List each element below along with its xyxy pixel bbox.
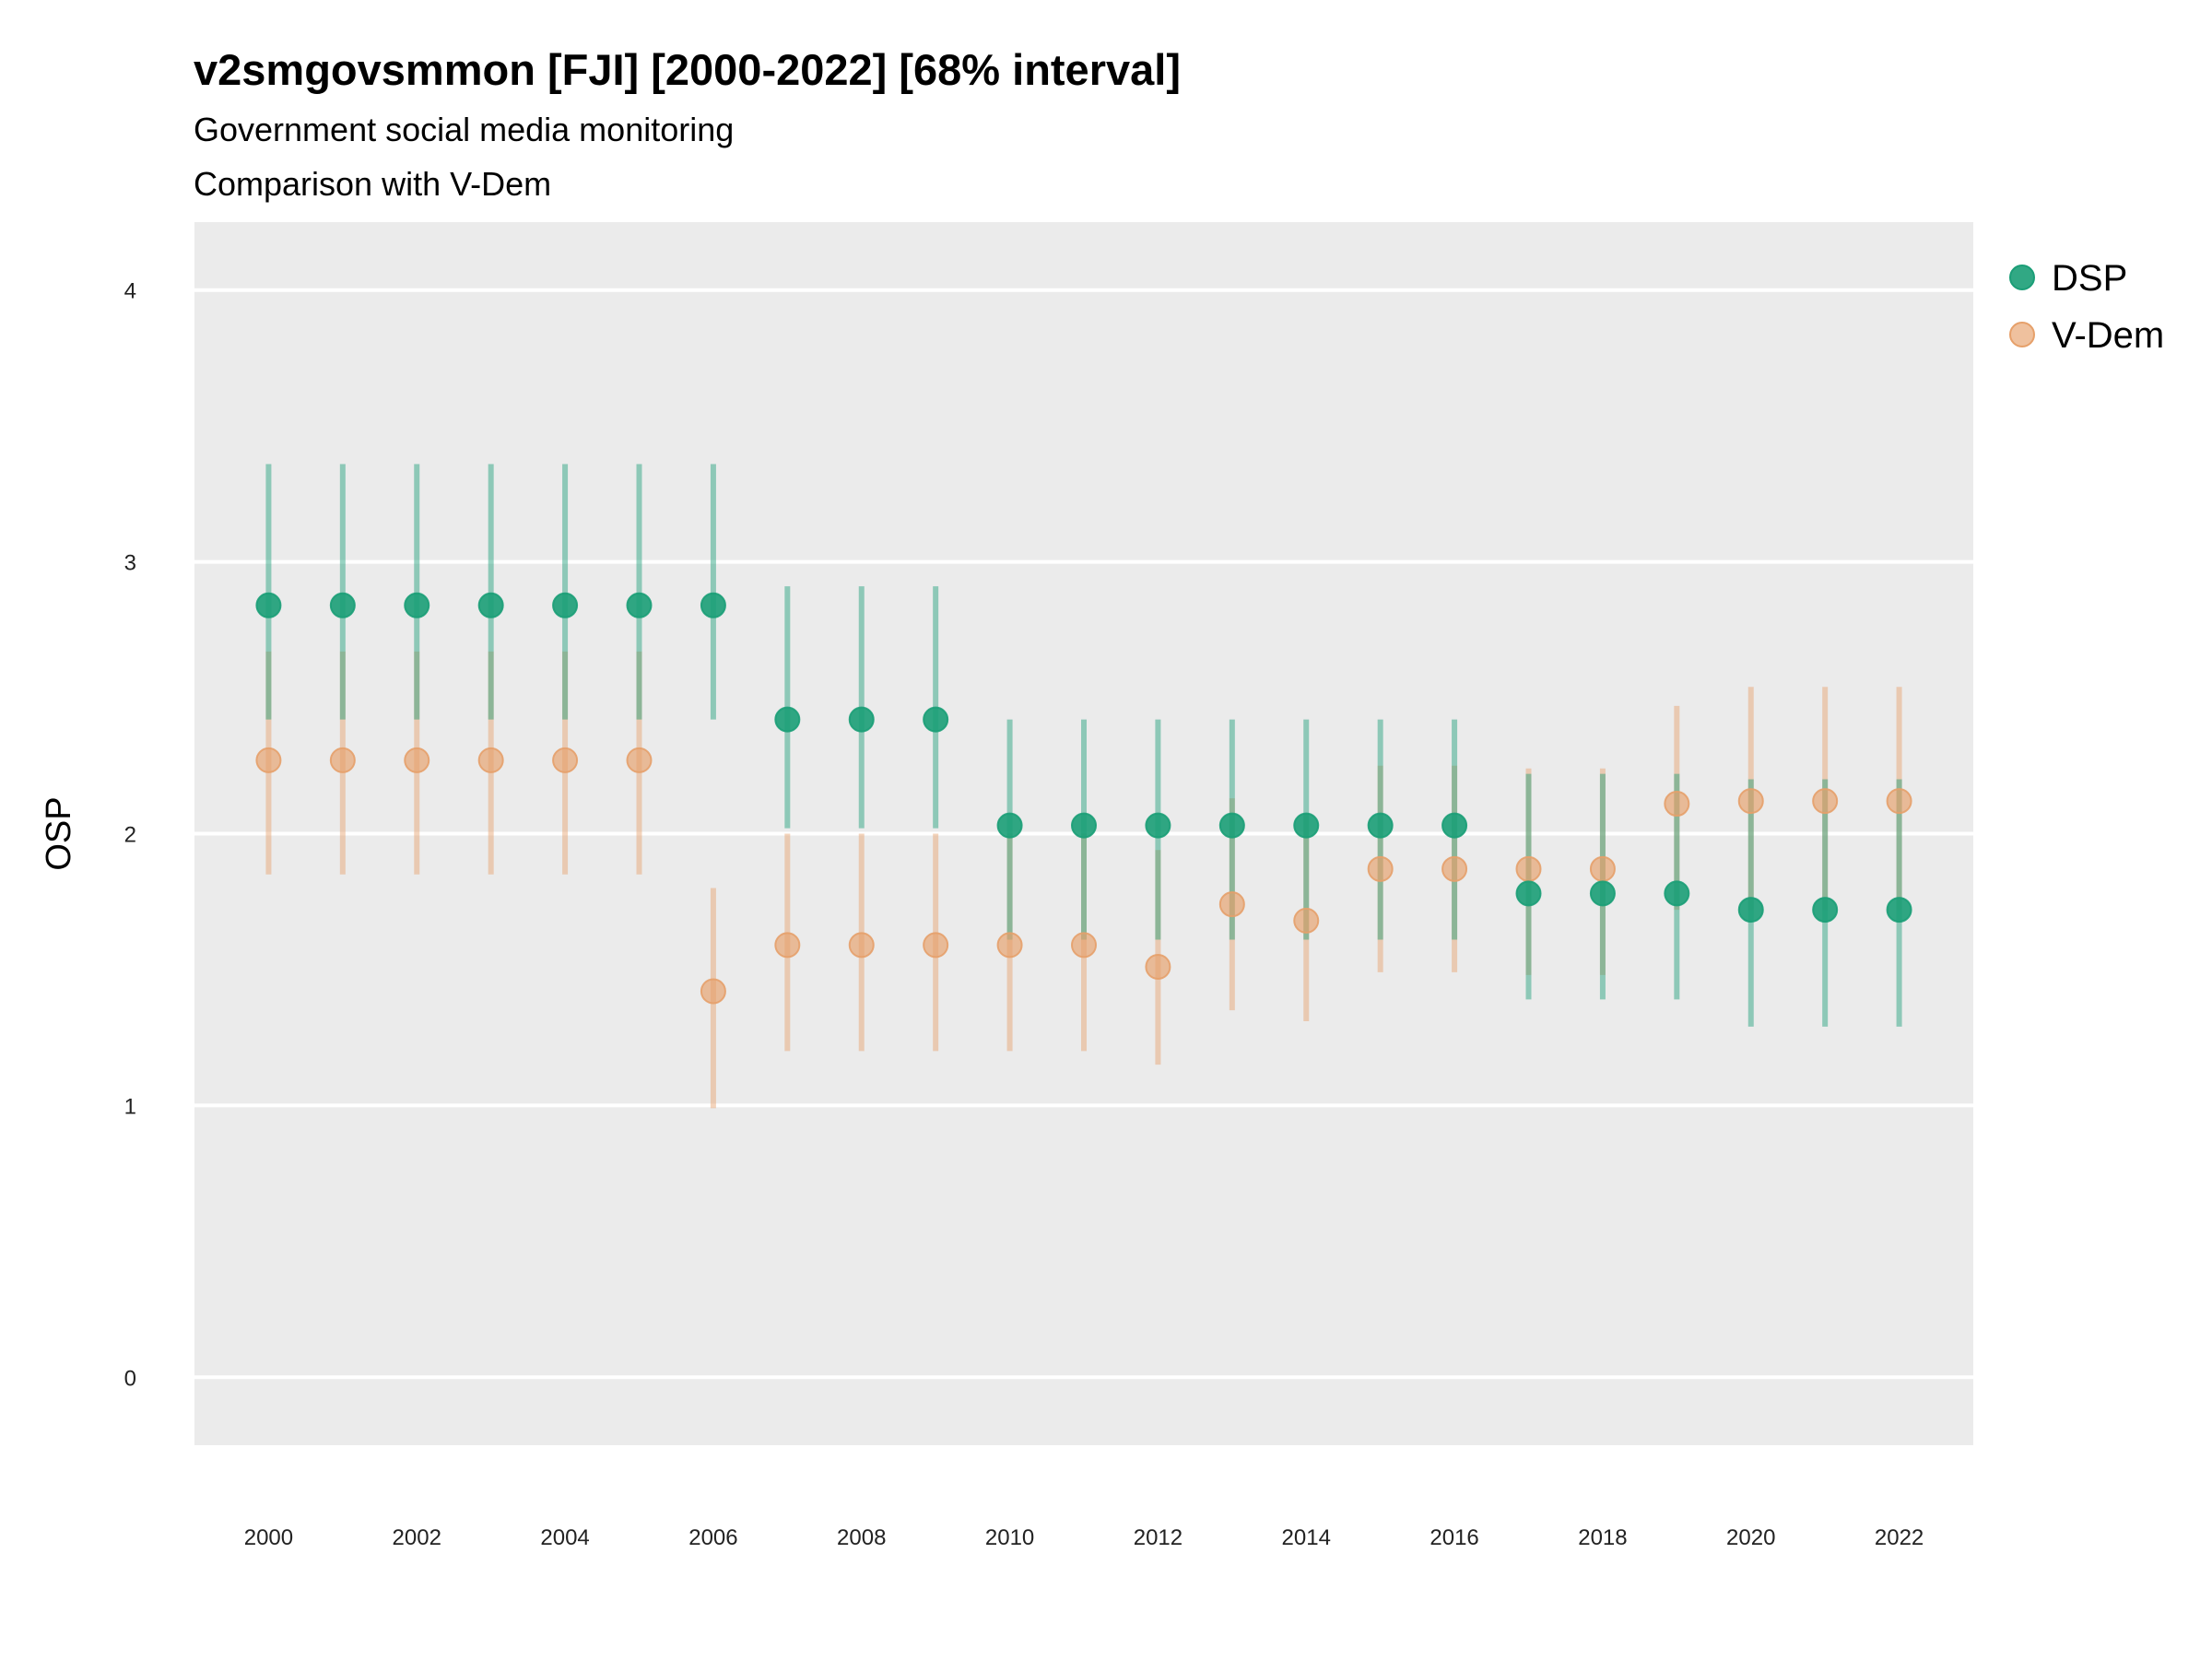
y-tick-label: 1	[124, 1094, 136, 1119]
chart-title: v2smgovsmmon [FJI] [2000-2022] [68% inte…	[194, 45, 1181, 94]
y-tick-label: 4	[124, 279, 136, 304]
point-v-dem	[1441, 855, 1468, 882]
point-v-dem	[1812, 788, 1839, 815]
y-axis-label: OSP	[40, 796, 78, 870]
point-dsp	[1737, 897, 1764, 924]
point-dsp	[1664, 880, 1690, 907]
x-tick-label: 2012	[1134, 1525, 1182, 1550]
point-v-dem	[329, 747, 356, 773]
point-v-dem	[1367, 855, 1394, 882]
chart-subtitle-2: Comparison with V-Dem	[194, 165, 551, 203]
point-v-dem	[996, 932, 1023, 959]
point-dsp	[774, 706, 801, 733]
x-tick-label: 2002	[393, 1525, 441, 1550]
point-dsp	[1441, 812, 1468, 839]
legend-label: V-Dem	[2052, 315, 2164, 356]
point-v-dem	[1515, 855, 1542, 882]
legend-key	[2009, 265, 2035, 290]
point-v-dem	[552, 747, 579, 773]
y-tick-label: 2	[124, 823, 136, 848]
point-v-dem	[1145, 953, 1171, 980]
point-dsp	[996, 812, 1023, 839]
x-tick-label: 2014	[1282, 1525, 1331, 1550]
point-dsp	[626, 592, 653, 618]
point-v-dem	[848, 932, 875, 959]
point-v-dem	[1293, 907, 1320, 934]
point-dsp	[1071, 812, 1097, 839]
legend-label: DSP	[2052, 258, 2127, 299]
y-tick-label: 0	[124, 1366, 136, 1391]
point-dsp	[477, 592, 504, 618]
x-tick-label: 2020	[1726, 1525, 1775, 1550]
point-dsp	[552, 592, 579, 618]
point-dsp	[1293, 812, 1320, 839]
point-dsp	[255, 592, 282, 618]
chart-subtitle: Government social media monitoring	[194, 111, 734, 148]
data-points	[255, 592, 1912, 1005]
x-tick-label: 2016	[1430, 1525, 1478, 1550]
point-dsp	[1367, 812, 1394, 839]
point-v-dem	[1589, 855, 1616, 882]
point-v-dem	[923, 932, 949, 959]
point-dsp	[1218, 812, 1245, 839]
point-dsp	[1515, 880, 1542, 907]
point-v-dem	[1737, 788, 1764, 815]
point-v-dem	[700, 978, 726, 1005]
y-axis-ticks: 0 1 2 3 4	[124, 279, 136, 1392]
x-tick-label: 2010	[985, 1525, 1034, 1550]
point-v-dem	[1218, 891, 1245, 918]
point-dsp	[1145, 812, 1171, 839]
y-tick-label: 3	[124, 551, 136, 576]
point-dsp	[1589, 880, 1616, 907]
point-v-dem	[1071, 932, 1097, 959]
legend: DSP V-Dem	[2009, 258, 2164, 356]
legend-key	[2009, 322, 2035, 347]
point-v-dem	[626, 747, 653, 773]
point-v-dem	[255, 747, 282, 773]
point-v-dem	[477, 747, 504, 773]
point-v-dem	[404, 747, 430, 773]
point-v-dem	[1664, 791, 1690, 818]
point-v-dem	[774, 932, 801, 959]
point-dsp	[329, 592, 356, 618]
x-axis-ticks: 2000 2002 2004 2006 2008 2010 2012 2014 2016 2018…	[244, 1525, 1924, 1550]
point-dsp	[923, 706, 949, 733]
point-dsp	[700, 592, 726, 618]
x-tick-label: 2008	[837, 1525, 886, 1550]
point-dsp	[1812, 897, 1839, 924]
x-tick-label: 2018	[1578, 1525, 1627, 1550]
point-dsp	[848, 706, 875, 733]
x-tick-label: 2022	[1875, 1525, 1924, 1550]
point-dsp	[404, 592, 430, 618]
x-tick-label: 2000	[244, 1525, 293, 1550]
x-tick-label: 2004	[540, 1525, 589, 1550]
point-v-dem	[1886, 788, 1912, 815]
point-dsp	[1886, 897, 1912, 924]
x-tick-label: 2006	[688, 1525, 737, 1550]
